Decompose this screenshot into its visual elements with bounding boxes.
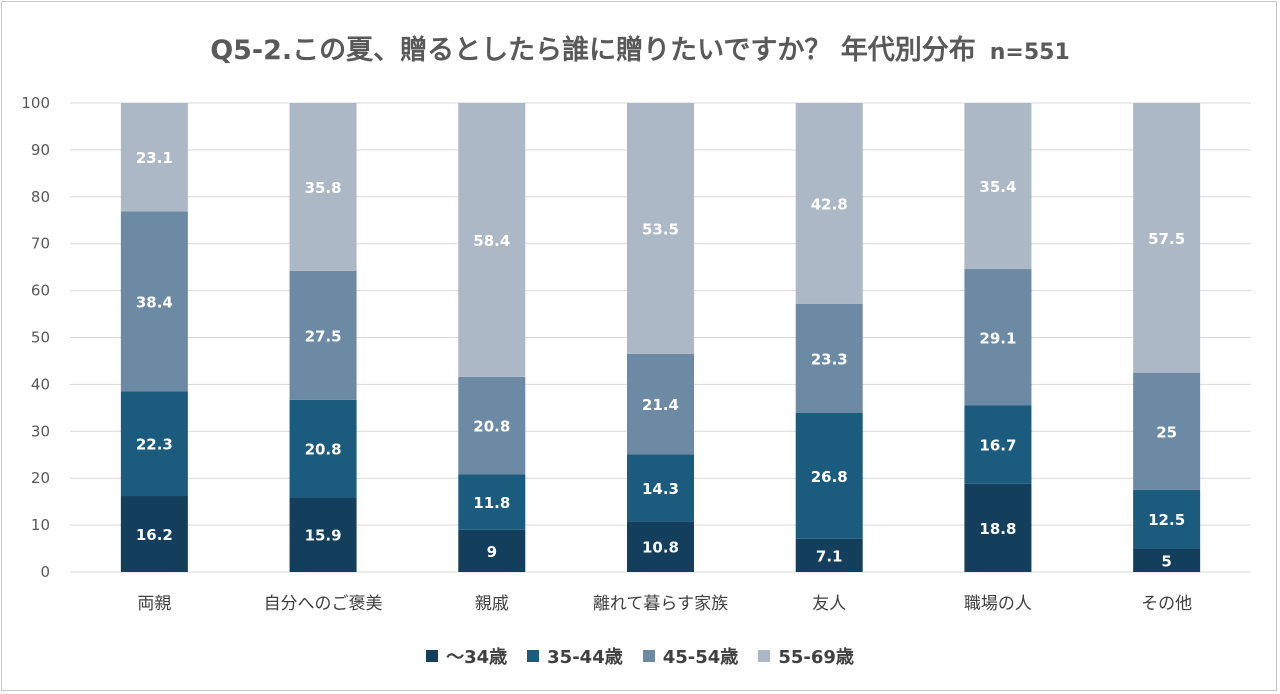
bar-segment bbox=[458, 376, 526, 475]
data-label: 42.8 bbox=[811, 195, 848, 213]
x-category-label: 自分へのご褒美 bbox=[264, 594, 383, 614]
chart-title: Q5-2.この夏、贈るとしたら誰に贈りたいですか？ 年代別分布 n=551 bbox=[0, 28, 1280, 67]
bar-segment bbox=[1133, 548, 1201, 572]
bar-segment bbox=[458, 529, 526, 572]
x-category-label: 両親 bbox=[137, 594, 171, 614]
bar-segment bbox=[627, 103, 694, 354]
legend-item: 35-44歳 bbox=[527, 643, 623, 669]
chart-subtitle: n=551 bbox=[989, 40, 1070, 65]
data-label: 20.8 bbox=[473, 418, 510, 436]
bar-segment bbox=[964, 405, 1032, 484]
data-label: 22.3 bbox=[136, 436, 173, 454]
bar-segment bbox=[964, 103, 1032, 270]
legend-item: 〜34歳 bbox=[426, 643, 507, 669]
data-label: 29.1 bbox=[979, 329, 1016, 347]
data-label: 14.3 bbox=[642, 480, 679, 498]
bar-segment bbox=[795, 413, 863, 539]
x-category-label: 職場の人 bbox=[964, 594, 1032, 614]
data-label: 11.8 bbox=[473, 494, 510, 512]
data-label: 25 bbox=[1156, 423, 1177, 441]
legend-label: 〜34歳 bbox=[446, 647, 508, 668]
data-label: 16.2 bbox=[136, 526, 173, 544]
bar-segment bbox=[120, 391, 188, 497]
y-tick-label: 10 bbox=[31, 516, 50, 534]
y-tick-label: 0 bbox=[40, 563, 50, 581]
bar-segment bbox=[458, 103, 526, 377]
bar-segment bbox=[627, 521, 694, 572]
data-label: 9 bbox=[487, 543, 497, 561]
x-category-label: その他 bbox=[1141, 594, 1192, 614]
data-label: 7.1 bbox=[816, 547, 843, 565]
x-category-label: 離れて暮らす家族 bbox=[593, 594, 728, 614]
data-label: 20.8 bbox=[305, 441, 342, 459]
bar-segment bbox=[964, 269, 1032, 406]
data-label: 23.3 bbox=[811, 350, 848, 368]
y-tick-label: 20 bbox=[31, 469, 50, 487]
y-tick-label: 80 bbox=[31, 188, 50, 206]
bar-segment bbox=[795, 538, 863, 572]
data-label: 53.5 bbox=[642, 220, 679, 238]
data-label: 58.4 bbox=[473, 232, 510, 250]
bar-segment bbox=[964, 483, 1032, 572]
legend-item: 55-69歳 bbox=[758, 643, 854, 669]
y-tick-label: 90 bbox=[31, 141, 50, 159]
x-category-label: 友人 bbox=[812, 594, 846, 614]
chart-legend: 〜34歳 35-44歳 45-54歳 55-69歳 bbox=[0, 643, 1280, 669]
y-tick-label: 60 bbox=[31, 282, 50, 300]
bar-segment bbox=[289, 497, 357, 572]
legend-swatch bbox=[426, 650, 439, 662]
bar-segment bbox=[458, 474, 526, 530]
bar-segment bbox=[289, 103, 357, 271]
legend-label: 55-69歳 bbox=[778, 647, 854, 668]
bar-segment bbox=[1133, 103, 1201, 373]
data-label: 35.4 bbox=[979, 178, 1016, 196]
data-label: 26.8 bbox=[811, 468, 848, 486]
legend-item: 45-54歳 bbox=[642, 643, 739, 669]
bar-segment bbox=[120, 496, 188, 572]
bar-segment bbox=[795, 103, 863, 304]
data-label: 12.5 bbox=[1148, 511, 1185, 529]
data-label: 10.8 bbox=[642, 539, 679, 557]
bar-segment bbox=[627, 353, 694, 455]
legend-label: 45-54歳 bbox=[662, 647, 739, 668]
y-tick-label: 30 bbox=[31, 422, 50, 440]
legend-swatch bbox=[527, 650, 540, 662]
bar-segment bbox=[289, 399, 357, 498]
data-label: 5 bbox=[1161, 552, 1171, 570]
bar-segment bbox=[795, 303, 863, 414]
data-label: 21.4 bbox=[642, 396, 679, 414]
bar-segment bbox=[120, 211, 188, 392]
y-tick-label: 50 bbox=[31, 329, 50, 347]
data-label: 38.4 bbox=[136, 293, 173, 311]
bar-segment bbox=[120, 103, 188, 212]
legend-label: 35-44歳 bbox=[547, 647, 623, 668]
legend-swatch bbox=[642, 650, 655, 662]
data-label: 35.8 bbox=[305, 179, 342, 197]
x-category-label: 親戚 bbox=[475, 594, 509, 614]
bar-segment bbox=[1133, 489, 1201, 549]
bar-segment bbox=[1133, 372, 1201, 490]
data-label: 16.7 bbox=[979, 437, 1016, 455]
data-label: 57.5 bbox=[1148, 230, 1185, 248]
y-tick-label: 40 bbox=[31, 375, 50, 393]
y-tick-label: 70 bbox=[31, 235, 50, 253]
bar-segment bbox=[627, 454, 694, 522]
legend-swatch bbox=[758, 650, 771, 662]
data-label: 23.1 bbox=[136, 149, 173, 167]
data-label: 15.9 bbox=[305, 527, 342, 545]
data-label: 18.8 bbox=[979, 520, 1016, 538]
y-tick-label: 100 bbox=[21, 94, 50, 112]
chart-title-text: Q5-2.この夏、贈るとしたら誰に贈りたいですか？ 年代別分布 bbox=[210, 35, 976, 66]
data-label: 27.5 bbox=[305, 327, 342, 345]
bar-segment bbox=[289, 270, 357, 400]
